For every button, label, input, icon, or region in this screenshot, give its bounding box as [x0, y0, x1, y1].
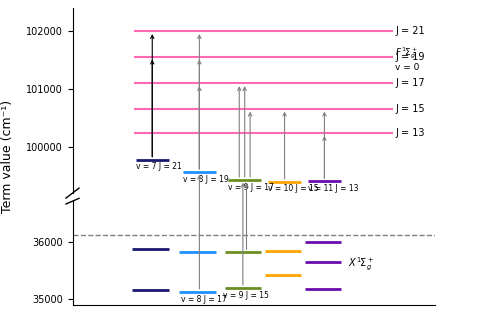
Text: $X\,{}^1\!\Sigma_g^+$: $X\,{}^1\!\Sigma_g^+$: [348, 256, 374, 274]
Text: $F\,{}^1\!\Sigma_g^+$
v = 0: $F\,{}^1\!\Sigma_g^+$ v = 0: [395, 46, 419, 72]
Text: v = 9 J = 17: v = 9 J = 17: [228, 183, 274, 192]
Text: J = 21: J = 21: [395, 26, 425, 36]
Text: v = 7 J = 21: v = 7 J = 21: [136, 162, 182, 172]
Text: v = 11 J = 13: v = 11 J = 13: [308, 184, 358, 193]
Text: v = 8 J = 19: v = 8 J = 19: [183, 175, 229, 183]
Text: v = 10 J = 15: v = 10 J = 15: [268, 184, 319, 193]
Text: J = 17: J = 17: [395, 78, 425, 88]
Text: J = 15: J = 15: [395, 104, 425, 114]
Text: Term value (cm⁻¹): Term value (cm⁻¹): [1, 100, 14, 213]
Text: v = 9 J = 15: v = 9 J = 15: [223, 291, 269, 300]
Text: v = 8 J = 17: v = 8 J = 17: [181, 295, 227, 304]
Text: J = 13: J = 13: [395, 128, 424, 138]
Text: J = 19: J = 19: [395, 52, 424, 62]
